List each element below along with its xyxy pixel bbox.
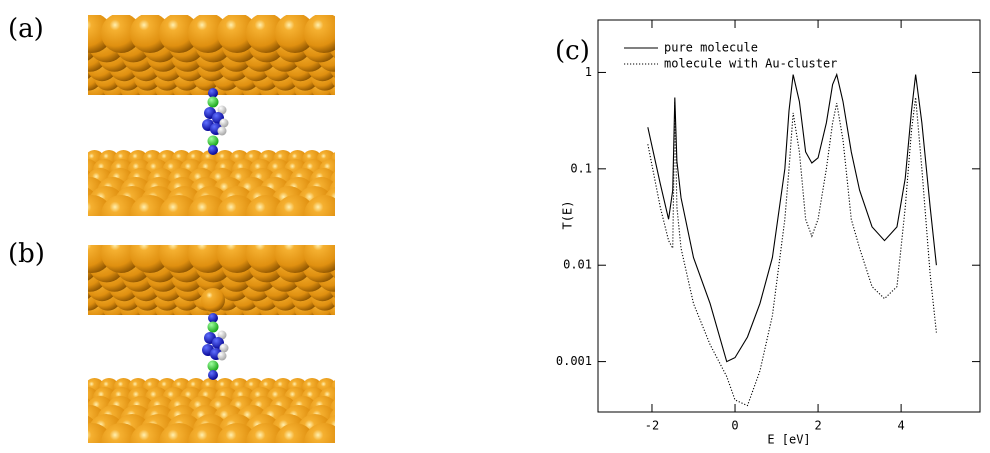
atom [208,145,218,155]
atom [217,105,227,115]
atom [208,370,218,380]
x-tick-label: 2 [814,419,821,433]
x-tick-label: 4 [897,419,904,433]
electrode [88,150,360,216]
gold-atom [336,387,360,411]
atom [207,321,219,333]
x-tick-label: -2 [645,419,659,433]
gold-atom [336,159,360,183]
gold-atom [130,15,170,53]
electrode [88,245,335,315]
gold-atom [201,288,225,312]
electrode [88,378,360,443]
gold-atom [88,154,90,166]
panel-label: (a) [8,14,44,44]
gold-atom [101,15,141,53]
atom [217,351,227,361]
atom [207,96,219,108]
molecule-render [88,15,360,443]
atom [208,88,218,98]
series-line [647,97,937,407]
y-axis-title: T(E) [561,201,575,230]
x-tick-label: 0 [731,419,738,433]
y-tick-label: 1 [585,65,592,79]
gold-atom [188,15,228,53]
atom [207,360,219,372]
x-axis-title: E [eV] [767,433,810,447]
gold-atom [159,15,199,53]
legend-label: pure molecule [664,41,758,55]
atom [217,330,227,340]
y-tick-label: 0.001 [556,354,592,368]
gold-atom [88,382,90,394]
panel-label: (c) [555,36,590,66]
gold-atom [304,15,335,53]
gold-atom [304,423,335,443]
legend-label: molecule with Au-cluster [664,57,837,71]
atom [207,135,219,147]
series-line [647,72,937,363]
atom [219,343,229,353]
gold-atom [304,245,335,273]
gold-atom [275,15,315,53]
atom [217,126,227,136]
gold-atom [246,15,286,53]
plot-frame [597,19,981,413]
gold-atom [217,15,257,53]
atom [208,313,218,323]
y-tick-label: 0.01 [563,258,592,272]
atom [219,118,229,128]
y-tick-label: 0.1 [570,161,592,175]
gold-atom [304,195,335,216]
chart: (c) 0.001 0.01 0.1 1 -2 0 2 4 E [eV] T(E) pure mole… [555,19,981,447]
electrode [88,15,335,95]
panel-label: (b) [8,239,45,269]
